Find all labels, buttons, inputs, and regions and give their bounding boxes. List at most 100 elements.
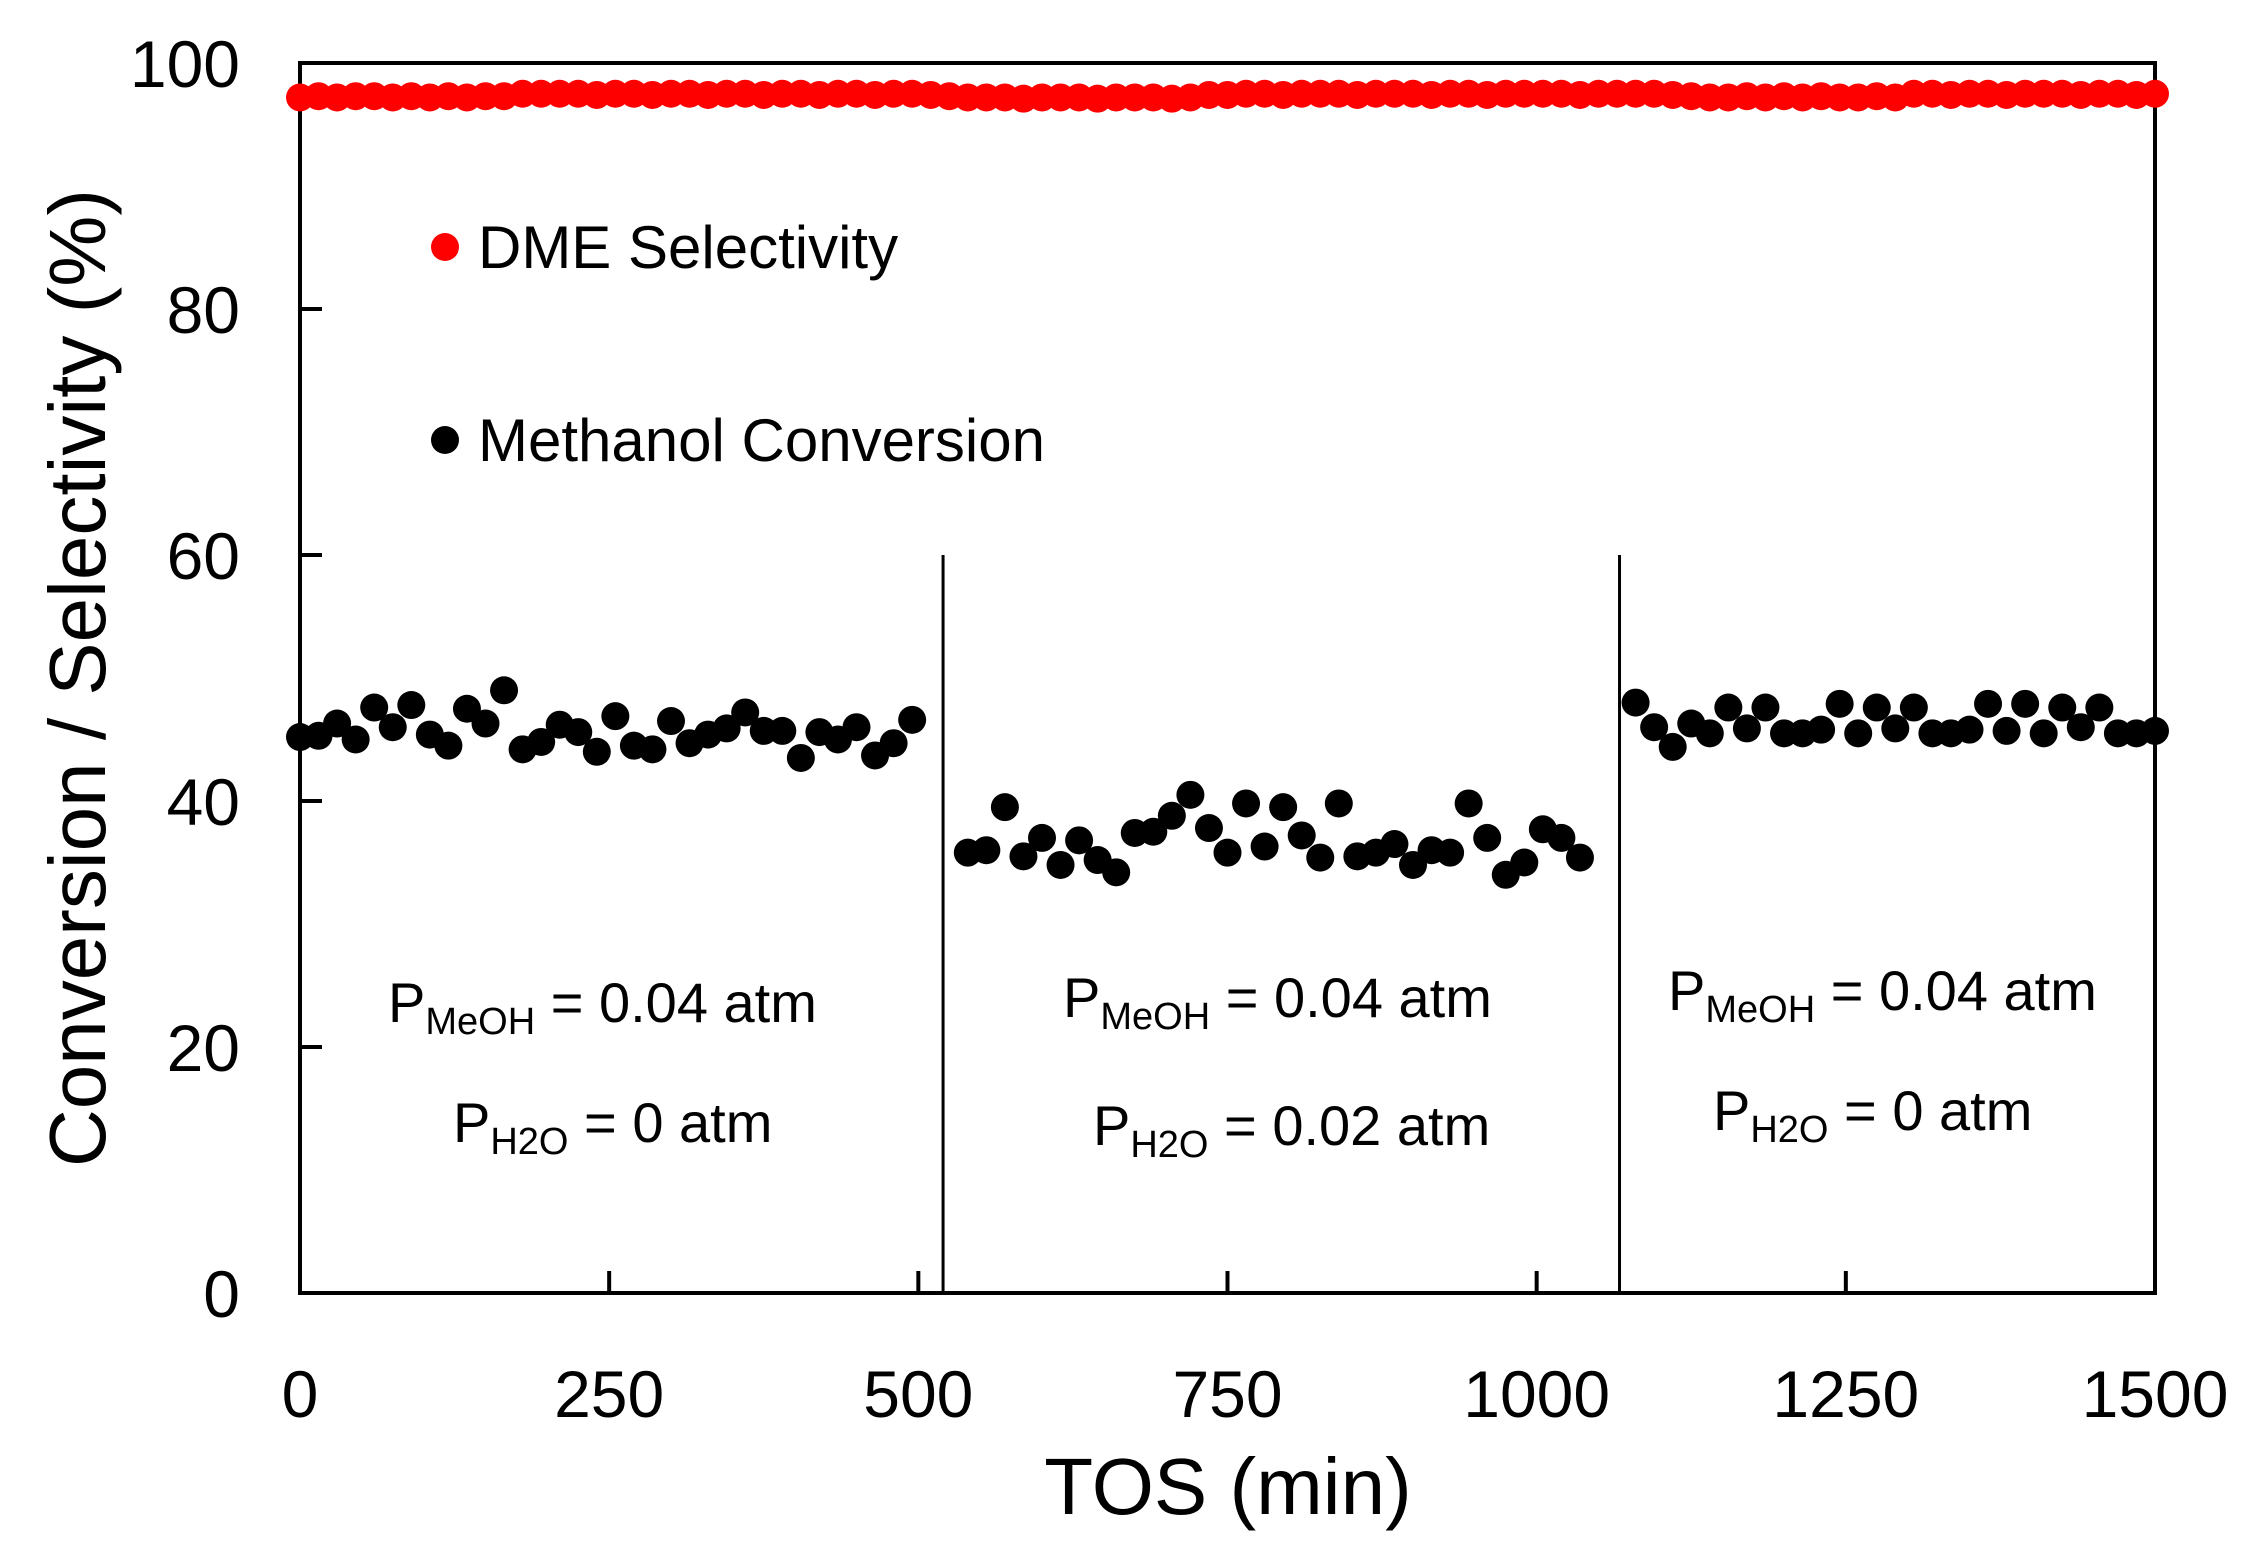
methanol-conversion-point — [1139, 817, 1168, 846]
methanol-conversion-point — [341, 725, 370, 754]
methanol-conversion-point — [1621, 688, 1650, 717]
svg-text:PH2O = 0.02 atm: PH2O = 0.02 atm — [1093, 1094, 1490, 1166]
x-tick-label: 1500 — [2082, 1357, 2229, 1431]
annotation-1-pmeoh-subscript: MeOH — [425, 1001, 535, 1043]
methanol-conversion-point — [1009, 842, 1038, 871]
annotation-segment-3: PMeOH = 0.04 atm PH2O = 0 atm — [1668, 959, 2097, 1151]
legend-marker-methanol-conversion — [431, 426, 459, 454]
methanol-conversion-point — [1194, 814, 1223, 843]
methanol-conversion-point — [397, 691, 426, 720]
y-tick-label: 100 — [130, 27, 240, 101]
methanol-conversion-point — [1825, 689, 1854, 718]
methanol-conversion-point — [1028, 823, 1056, 852]
annotation-3-pmeoh-subscript: MeOH — [1705, 989, 1815, 1031]
svg-text:PH2O = 0 atm: PH2O = 0 atm — [453, 1091, 772, 1163]
methanol-conversion-point — [323, 709, 352, 738]
points-layer — [286, 79, 2169, 889]
methanol-conversion-point — [434, 731, 463, 760]
methanol-conversion-point — [712, 714, 741, 743]
methanol-conversion-point — [1547, 823, 1576, 852]
methanol-conversion-point — [2011, 689, 2040, 718]
methanol-conversion-point — [1473, 823, 1502, 852]
annotation-2-ph2o-symbol: P — [1093, 1094, 1130, 1157]
methanol-conversion-point — [1436, 838, 1465, 867]
annotation-2-pmeoh-subscript: MeOH — [1100, 996, 1210, 1038]
methanol-conversion-point — [1732, 714, 1761, 743]
annotation-1-ph2o-symbol: P — [453, 1091, 490, 1154]
methanol-conversion-point — [360, 693, 389, 722]
methanol-conversion-point — [601, 702, 630, 731]
methanol-conversion-point — [879, 729, 908, 758]
methanol-conversion-point — [1862, 693, 1891, 722]
methanol-conversion-point — [1510, 848, 1539, 877]
svg-text:PMeOH = 0.04 atm: PMeOH = 0.04 atm — [1668, 959, 2097, 1031]
methanol-conversion-point — [1454, 789, 1483, 818]
methanol-conversion-point — [1974, 689, 2003, 718]
methanol-conversion-point — [898, 705, 927, 734]
annotation-segment-1: PMeOH = 0.04 atm PH2O = 0 atm — [388, 971, 817, 1163]
methanol-conversion-point — [1955, 715, 1984, 744]
x-tick-label: 0 — [282, 1357, 319, 1431]
x-tick-label: 250 — [554, 1357, 664, 1431]
methanol-conversion-point — [1102, 858, 1131, 887]
x-axis-title: TOS (min) — [1044, 1442, 1411, 1531]
methanol-conversion-point — [1695, 719, 1724, 748]
methanol-conversion-point — [731, 698, 760, 727]
methanol-conversion-point — [1751, 693, 1780, 722]
methanol-conversion-point — [2029, 719, 2058, 748]
x-tick-label: 1250 — [1772, 1357, 1919, 1431]
legend-label-methanol-conversion: Methanol Conversion — [478, 407, 1045, 474]
methanol-conversion-point — [1640, 713, 1669, 742]
methanol-conversion-point — [1807, 715, 1836, 744]
methanol-conversion-point — [1287, 821, 1316, 850]
methanol-conversion-point — [1176, 780, 1205, 809]
svg-text:PMeOH = 0.04 atm: PMeOH = 0.04 atm — [388, 971, 817, 1043]
annotation-1-pmeoh-value: = 0.04 atm — [535, 971, 817, 1034]
methanol-conversion-point — [1324, 789, 1353, 818]
annotation-3-pmeoh-symbol: P — [1668, 959, 1705, 1022]
annotation-1-pmeoh-symbol: P — [388, 971, 425, 1034]
methanol-conversion-point — [657, 707, 685, 736]
methanol-conversion-point — [1250, 832, 1279, 861]
methanol-conversion-point — [1046, 850, 1075, 879]
legend: DME Selectivity Methanol Conversion — [431, 214, 1045, 474]
methanol-conversion-point — [2048, 693, 2077, 722]
svg-text:PMeOH = 0.04 atm: PMeOH = 0.04 atm — [1063, 966, 1492, 1038]
svg-text:PH2O = 0 atm: PH2O = 0 atm — [1713, 1079, 2032, 1151]
methanol-conversion-point — [1658, 732, 1687, 761]
methanol-conversion-point — [1380, 830, 1409, 859]
x-tick-label: 750 — [1172, 1357, 1282, 1431]
methanol-conversion-point — [1157, 801, 1186, 830]
methanol-conversion-point — [2141, 716, 2169, 745]
methanol-conversion-point — [1306, 843, 1335, 872]
y-tick-label: 40 — [167, 765, 240, 839]
methanol-conversion-point — [1714, 693, 1743, 722]
methanol-conversion-point — [471, 709, 500, 738]
methanol-conversion-point — [1565, 843, 1594, 872]
annotation-1-ph2o-value: = 0 atm — [569, 1091, 773, 1154]
ticks-layer: 0 250 500 750 1000 1250 1500 0 20 40 60 80 100 — [130, 27, 2229, 1431]
y-tick-label: 60 — [167, 519, 240, 593]
methanol-conversion-point — [842, 713, 871, 742]
methanol-conversion-point — [2085, 693, 2114, 722]
methanol-conversion-point — [1269, 793, 1298, 822]
dividers-layer — [941, 555, 1622, 1293]
methanol-conversion-point — [1881, 714, 1910, 743]
y-axis-title: Conversion / Selectivity (%) — [33, 189, 122, 1167]
methanol-conversion-point — [378, 713, 407, 742]
x-tick-label: 1000 — [1463, 1357, 1610, 1431]
methanol-conversion-point — [2066, 713, 2095, 742]
annotation-2-pmeoh-symbol: P — [1063, 966, 1100, 1029]
methanol-conversion-point — [638, 735, 667, 764]
methanol-conversion-point — [527, 727, 556, 756]
methanol-conversion-point — [768, 716, 797, 745]
methanol-conversion-point — [990, 793, 1019, 822]
methanol-conversion-point — [1992, 716, 2021, 745]
annotation-3-pmeoh-value: = 0.04 atm — [1815, 959, 2097, 1022]
methanol-conversion-point — [1899, 693, 1928, 722]
y-tick-label: 20 — [167, 1011, 240, 1085]
methanol-conversion-point — [490, 676, 519, 705]
annotation-3-ph2o-value: = 0 atm — [1829, 1079, 2033, 1142]
methanol-conversion-point — [1844, 719, 1873, 748]
